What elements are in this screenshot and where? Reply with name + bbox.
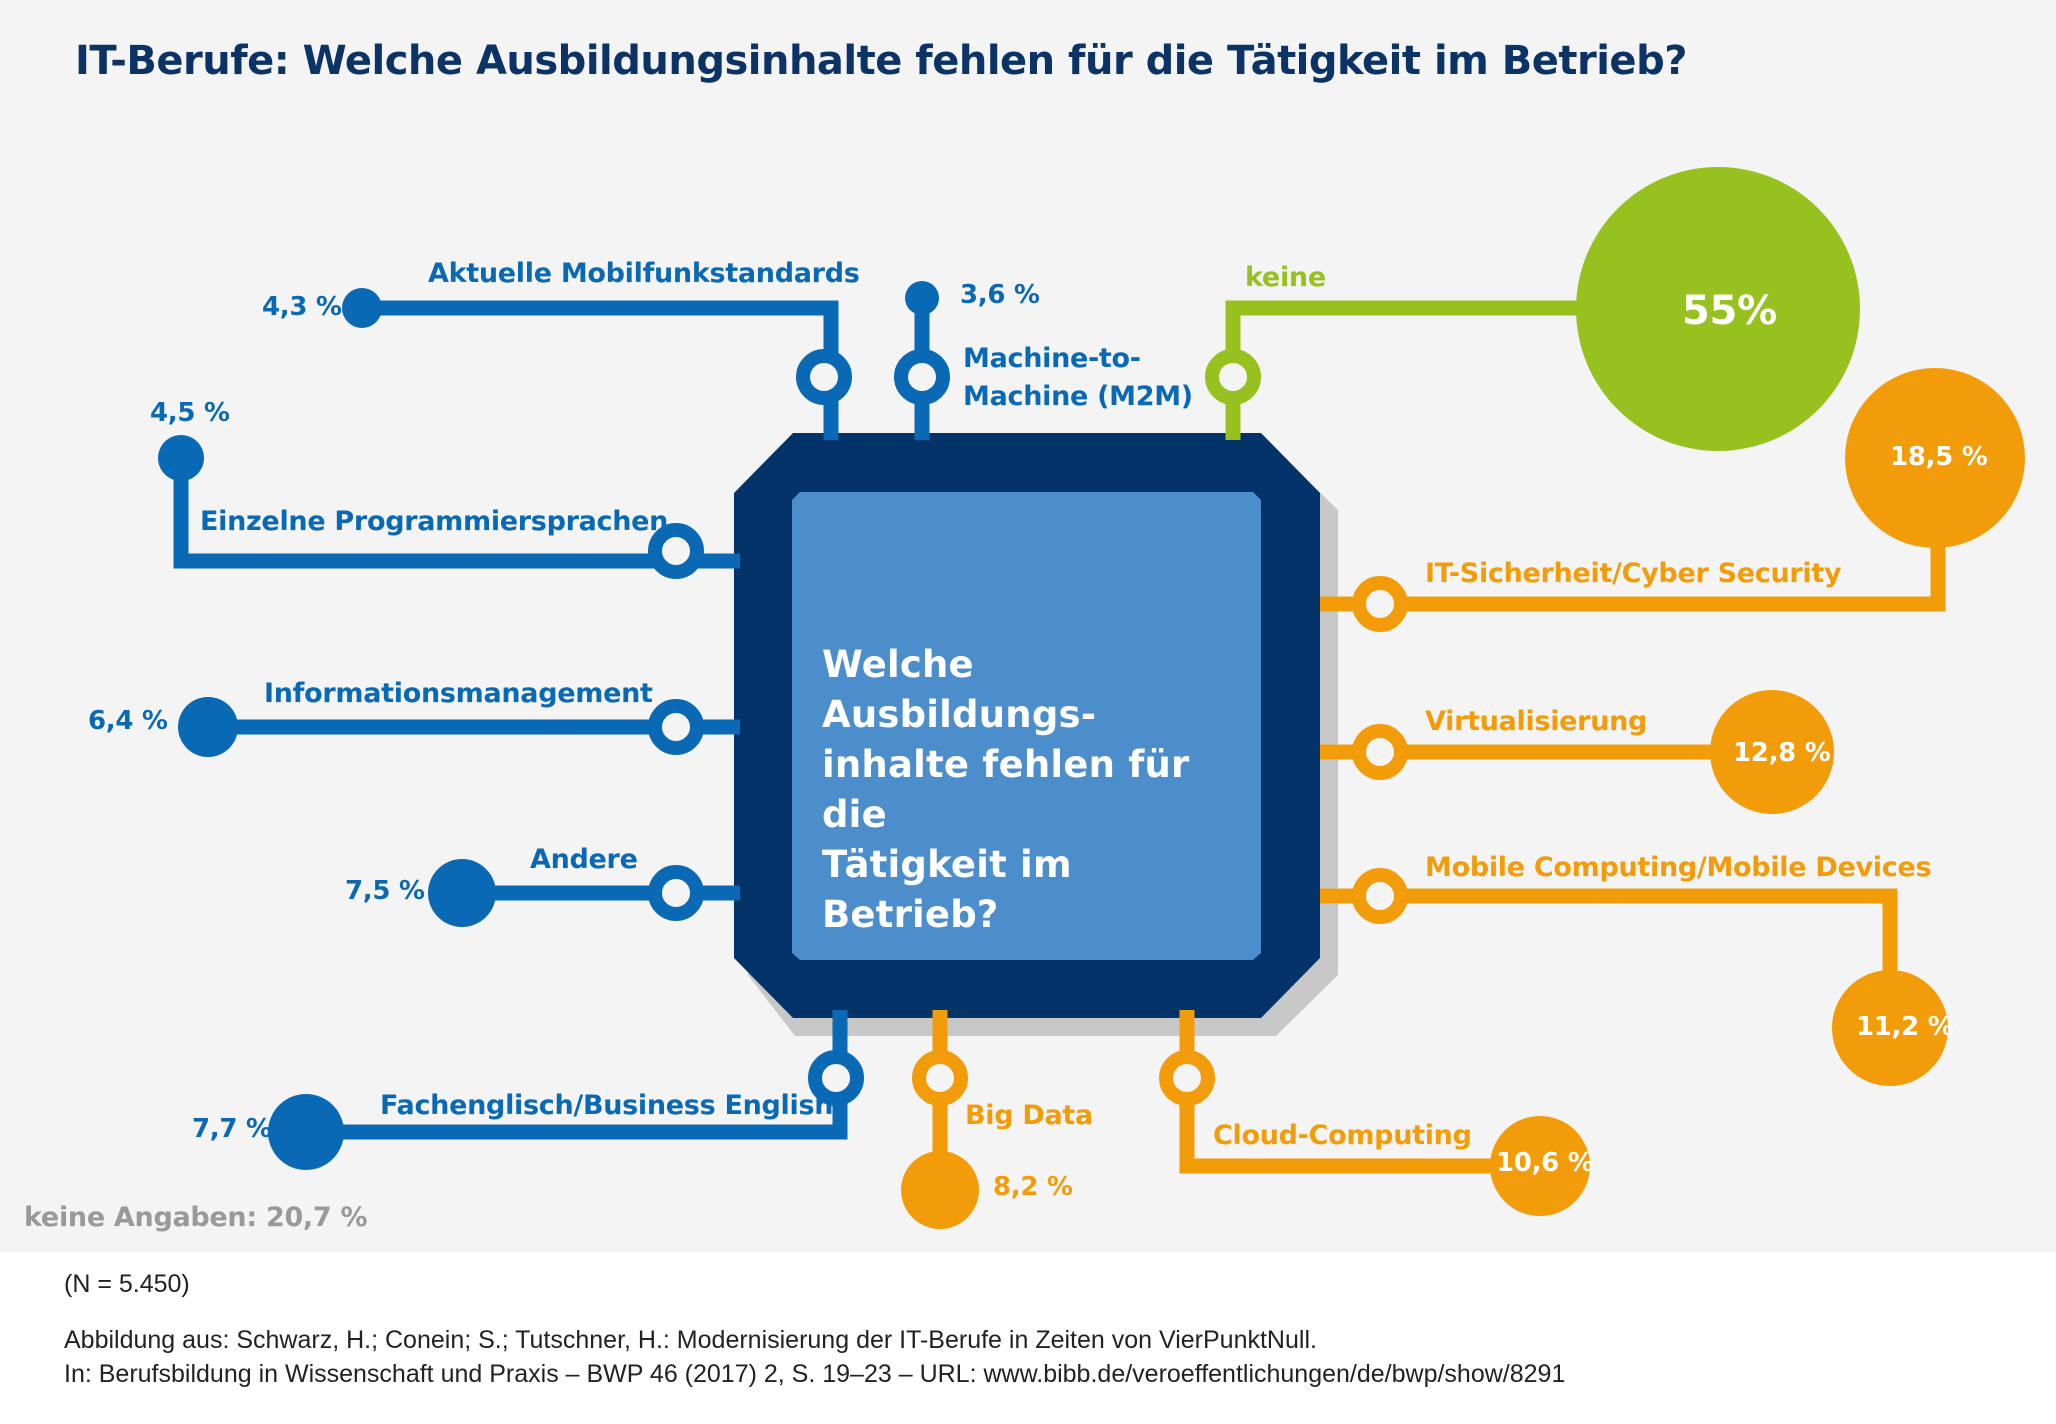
label-info: Informationsmanagement bbox=[264, 678, 653, 709]
label-bigdata: Big Data bbox=[965, 1100, 1093, 1131]
bubble-cloud bbox=[1490, 1116, 1590, 1216]
value-andere: 7,5 % bbox=[345, 876, 425, 906]
value-m2m: 3,6 % bbox=[960, 280, 1040, 310]
source-line-2: In: Berufsbildung in Wissenschaft und Pr… bbox=[64, 1360, 1566, 1388]
connector-virtual bbox=[1352, 724, 1408, 780]
connector-security bbox=[1352, 576, 1408, 632]
label-security: IT-Sicherheit/Cyber Security bbox=[1425, 558, 1842, 589]
trace-security bbox=[1320, 520, 1946, 612]
value-mobile: 11,2 % bbox=[1856, 1012, 1954, 1042]
chip-question-line-3: Tätigkeit im Betrieb? bbox=[822, 843, 1072, 936]
bubble-englisch bbox=[268, 1094, 344, 1170]
trace-mobile bbox=[1320, 888, 1898, 990]
label-keine: keine bbox=[1245, 262, 1326, 293]
connector-andere bbox=[648, 865, 704, 921]
bubble-mobilfunk bbox=[342, 288, 382, 328]
label-englisch: Fachenglisch/Business English bbox=[380, 1090, 834, 1121]
chip-question-line-1: Welche Ausbildungs- bbox=[822, 643, 1097, 736]
value-keine: 55% bbox=[1682, 288, 1777, 334]
trace-programmier bbox=[173, 460, 740, 569]
label-virtual: Virtualisierung bbox=[1425, 706, 1648, 737]
value-programmier: 4,5 % bbox=[150, 398, 230, 428]
value-englisch: 7,7 % bbox=[192, 1114, 272, 1144]
connector-programmier bbox=[648, 523, 704, 579]
chip-question: Welche Ausbildungs- inhalte fehlen für d… bbox=[822, 640, 1242, 940]
connector-mobile bbox=[1352, 868, 1408, 924]
source-line-1: Abbildung aus: Schwarz, H.; Conein; S.; … bbox=[64, 1326, 1317, 1354]
trace-mobilfunk bbox=[364, 300, 839, 440]
bubble-info bbox=[178, 697, 238, 757]
label-cloud: Cloud-Computing bbox=[1213, 1120, 1472, 1151]
chip-question-line-2: inhalte fehlen für die bbox=[822, 743, 1190, 836]
trace-keine bbox=[1225, 300, 1600, 440]
bubble-m2m bbox=[905, 281, 939, 315]
connector-cloud bbox=[1159, 1050, 1215, 1106]
label-m2m-line-1: Machine-to- bbox=[963, 343, 1141, 374]
label-m2m-line-2: Machine (M2M) bbox=[963, 381, 1193, 412]
value-security: 18,5 % bbox=[1890, 442, 1988, 472]
label-mobile: Mobile Computing/Mobile Devices bbox=[1425, 852, 1932, 883]
chip-inner bbox=[792, 492, 1261, 960]
connector-info bbox=[648, 699, 704, 755]
bubble-virtual bbox=[1710, 690, 1834, 814]
sample-size: (N = 5.450) bbox=[64, 1270, 190, 1298]
value-mobilfunk: 4,3 % bbox=[262, 292, 342, 322]
bubble-mobile bbox=[1832, 970, 1948, 1086]
label-mobilfunk: Aktuelle Mobilfunkstandards bbox=[428, 258, 860, 289]
page-title: IT-Berufe: Welche Ausbildungsinhalte feh… bbox=[75, 38, 1687, 84]
bubble-programmier bbox=[158, 435, 204, 481]
connector-mobilfunk bbox=[796, 349, 852, 405]
bubble-keine bbox=[1576, 167, 1860, 451]
value-bigdata: 8,2 % bbox=[993, 1172, 1073, 1202]
value-info: 6,4 % bbox=[88, 706, 168, 736]
label-m2m: Machine-to- Machine (M2M) bbox=[963, 340, 1193, 416]
bubble-andere bbox=[428, 859, 496, 927]
connector-bigdata bbox=[912, 1050, 968, 1106]
connector-keine bbox=[1205, 349, 1261, 405]
value-virtual: 12,8 % bbox=[1733, 738, 1831, 768]
connector-englisch bbox=[808, 1050, 864, 1106]
label-andere: Andere bbox=[530, 844, 638, 875]
bubble-security bbox=[1845, 368, 2025, 548]
no-answer-note: keine Angaben: 20,7 % bbox=[24, 1202, 368, 1233]
value-cloud: 10,6 % bbox=[1496, 1148, 1594, 1178]
label-programmier: Einzelne Programmiersprachen bbox=[200, 506, 669, 537]
bubble-bigdata bbox=[901, 1151, 979, 1229]
connector-m2m bbox=[894, 349, 950, 405]
